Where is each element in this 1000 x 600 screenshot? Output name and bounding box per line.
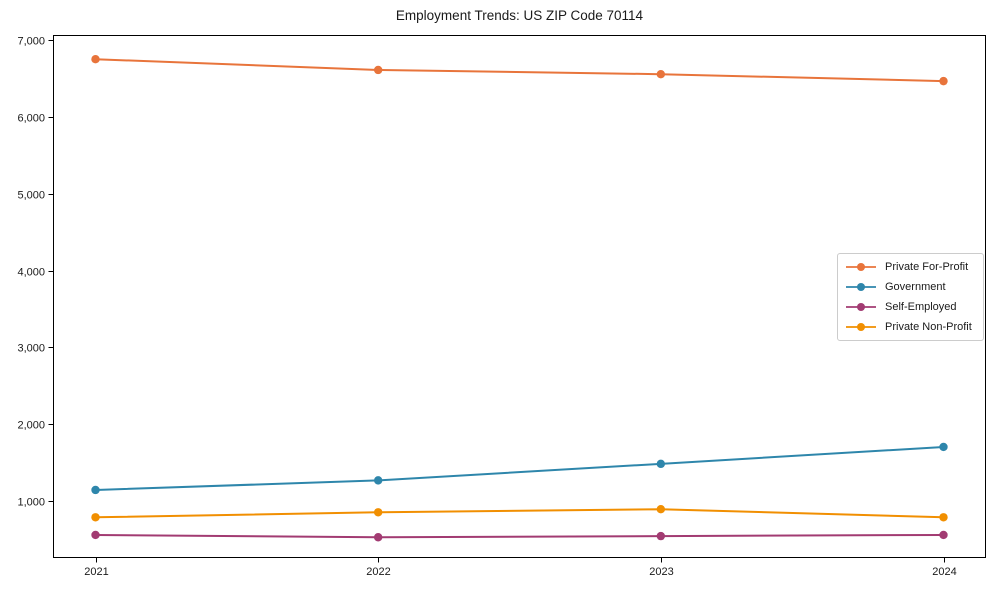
y-axis-tick-label: 2,000 [17, 420, 45, 432]
data-point [656, 504, 666, 514]
data-point [939, 513, 948, 522]
line-series [94, 508, 945, 519]
legend-label: Self-Employed [885, 301, 957, 313]
chart-title: Employment Trends: US ZIP Code 70114 [395, 8, 644, 23]
legend-item: Self-Employed [844, 297, 977, 317]
x-axis-tick-label: 2022 [366, 566, 390, 578]
legend-item: Private For-Profit [844, 257, 977, 277]
data-point [373, 476, 383, 485]
legend-label: Private For-Profit [885, 261, 969, 273]
x-axis-tick-label: 2023 [649, 566, 673, 578]
legend-label: Government [885, 281, 946, 293]
data-point [91, 55, 100, 64]
y-axis-tick-label: 3,000 [17, 343, 45, 355]
y-axis-tick-label: 4,000 [17, 267, 45, 279]
data-point [373, 533, 383, 542]
plot-border [53, 35, 986, 558]
line-series [94, 445, 945, 491]
y-axis-tick-label: 1,000 [17, 497, 45, 509]
data-point [939, 530, 948, 540]
data-point [656, 459, 666, 469]
legend: Private For-Profit Government Self-Employe… [837, 253, 984, 341]
x-axis-tick-label: 2021 [84, 566, 108, 578]
y-axis-tick-label: 5,000 [17, 190, 45, 202]
data-point [91, 513, 100, 522]
legend-line-marker-icon [846, 303, 876, 311]
legend-item: Private Non-Profit [844, 317, 977, 337]
legend-label: Private Non-Profit [885, 321, 972, 333]
legend-line-marker-icon [846, 323, 876, 331]
data-point [939, 76, 948, 86]
data-point [656, 531, 666, 541]
data-point [373, 65, 383, 75]
y-axis-tick-label: 7,000 [17, 36, 45, 48]
legend-line-marker-icon [846, 283, 876, 291]
data-point [91, 485, 100, 495]
line-series [94, 533, 945, 539]
x-axis-tick-label: 2024 [932, 566, 956, 578]
data-point [939, 442, 948, 452]
legend-item: Government [844, 277, 977, 297]
data-point [373, 508, 383, 517]
data-point [91, 530, 100, 540]
legend-line-marker-icon [846, 263, 876, 271]
line-series [94, 58, 945, 83]
data-point [656, 69, 666, 79]
y-axis-tick-label: 6,000 [17, 113, 45, 125]
